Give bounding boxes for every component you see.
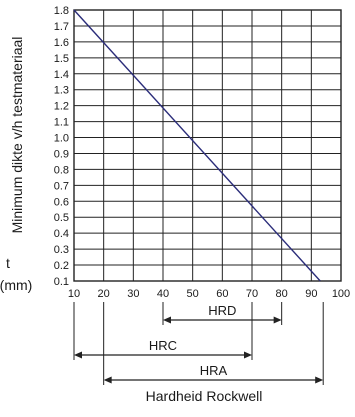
range-arrow-head-right [273, 316, 282, 324]
range-label: HRD [208, 303, 236, 318]
grid [73, 9, 342, 282]
y-tick-label: 0.5 [54, 212, 69, 224]
y-tick-label: 0.2 [54, 260, 69, 272]
x-tick-label: 60 [216, 288, 228, 300]
y-tick-label: 0.9 [54, 148, 69, 160]
range-arrow-head-right [244, 351, 252, 359]
x-tick-label: 70 [246, 288, 258, 300]
y-tick-label: 0.6 [54, 196, 69, 208]
x-tick-label: 50 [187, 288, 199, 300]
y-tick-label: 1.5 [54, 53, 69, 65]
series [73, 9, 321, 282]
range-label: HRA [200, 363, 228, 378]
y-axis-symbol: t [6, 255, 10, 271]
y-tick-label: 0.7 [54, 180, 69, 192]
range-arrow-head-left [74, 351, 82, 359]
y-tick-label: 1.2 [54, 101, 69, 113]
x-tick-label: 80 [276, 288, 288, 300]
x-tick-label: 20 [98, 288, 110, 300]
range-arrow-head-left [163, 316, 171, 324]
range-label: HRC [149, 338, 177, 353]
x-tick-label: 40 [157, 288, 169, 300]
y-tick-label: 0.8 [54, 164, 69, 176]
y-tick-label: 1.6 [54, 37, 69, 49]
y-tick-label: 0.1 [54, 276, 69, 288]
x-tick-label: 10 [68, 288, 80, 300]
y-tick-label: 1.4 [54, 69, 69, 81]
x-axis-title: Hardheid Rockwell [146, 388, 263, 404]
y-tick-labels: 0.1 0.2 0.3 0.4 0.5 0.6 0.7 0.8 0.9 1.0 1.1 1.2 1.3 1… [54, 5, 69, 288]
y-axis-title: Minimum dikte v/h testmateriaal [9, 37, 25, 234]
plot-border [73, 9, 342, 282]
y-tick-label: 1.3 [54, 85, 69, 97]
y-tick-label: 1.0 [54, 133, 69, 145]
y-tick-label: 1.8 [54, 5, 69, 17]
range-arrow-head-left [103, 376, 112, 384]
plot-frame [73, 9, 342, 282]
y-axis-unit: (mm) [0, 277, 32, 293]
y-tick-label: 0.3 [54, 244, 69, 256]
y-tick-label: 1.7 [54, 21, 69, 33]
range-arrow-head-right [315, 376, 324, 384]
series-line [73, 9, 321, 282]
x-tick-labels: 10 20 30 40 50 60 70 80 90 100 [68, 288, 350, 300]
x-tick-label: 100 [332, 288, 350, 300]
scale-ranges: HRD HRC HRA [73, 302, 324, 385]
x-tick-label: 30 [127, 288, 139, 300]
y-tick-label: 0.4 [54, 228, 69, 240]
x-tick-label: 90 [305, 288, 317, 300]
y-tick-label: 1.1 [54, 117, 69, 129]
